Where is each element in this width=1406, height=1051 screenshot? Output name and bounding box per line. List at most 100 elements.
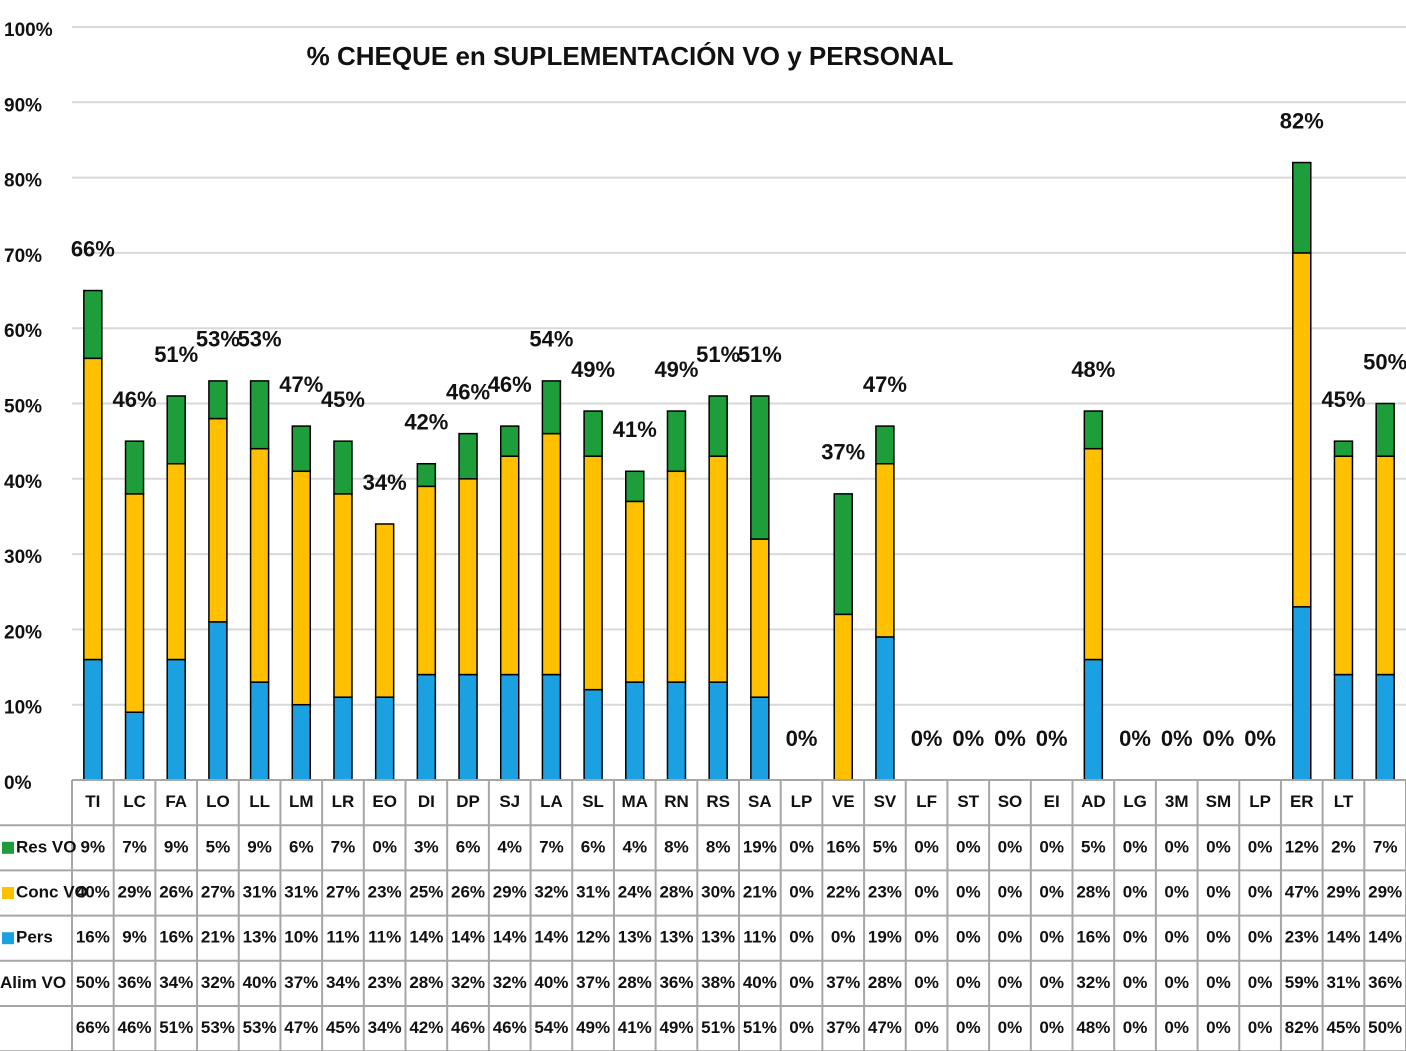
- bar-segment: [1333, 455, 1354, 676]
- table-cell: 32%: [201, 973, 235, 992]
- x-tick-label: SL: [582, 792, 604, 811]
- x-tick-label: 3M: [1165, 792, 1189, 811]
- bar-segment: [833, 493, 853, 616]
- bar-segment: [249, 380, 270, 450]
- table-cell: 0%: [998, 1018, 1023, 1037]
- x-tick-label: SV: [874, 792, 897, 811]
- table-cell: 40%: [76, 882, 110, 901]
- bar-segment: [166, 395, 186, 465]
- bar-segment: [333, 493, 353, 698]
- table-cell: 26%: [159, 882, 193, 901]
- table-cell: 7%: [539, 837, 564, 856]
- table-cell: 0%: [1206, 837, 1231, 856]
- table-cell: 31%: [576, 882, 610, 901]
- table-cell: 51%: [743, 1018, 777, 1037]
- y-tick-label: 90%: [4, 95, 42, 116]
- legend-key: [2, 887, 14, 899]
- bar-segment: [1292, 606, 1312, 781]
- x-tick-label: LM: [289, 792, 314, 811]
- y-tick-label: 100%: [4, 20, 53, 41]
- bar-segment: [1083, 447, 1104, 661]
- x-tick-label: SJ: [499, 792, 520, 811]
- total-label: 82%: [1280, 108, 1324, 133]
- total-label: 0%: [1119, 726, 1151, 751]
- y-tick-label: 50%: [4, 397, 42, 418]
- bar-segment: [416, 485, 437, 676]
- table-cell: 36%: [659, 973, 693, 992]
- table-cell: 0%: [789, 928, 814, 947]
- bar-segment: [666, 470, 687, 683]
- table-cell: 0%: [998, 837, 1023, 856]
- table-cell: 0%: [1039, 1018, 1064, 1037]
- table-cell: 46%: [493, 1018, 527, 1037]
- x-tick-label: LP: [1249, 792, 1271, 811]
- bar-segment: [750, 538, 770, 698]
- table-cell: 3%: [414, 837, 439, 856]
- table-cell: 0%: [914, 837, 939, 856]
- table-cell: 16%: [76, 928, 110, 947]
- total-label: 0%: [952, 726, 984, 751]
- table-cell: 28%: [868, 973, 902, 992]
- table-cell: 31%: [284, 882, 318, 901]
- y-tick-label: 80%: [4, 171, 42, 192]
- table-cell: 7%: [1373, 837, 1398, 856]
- bar-segment: [583, 410, 603, 457]
- total-label: 47%: [279, 372, 323, 397]
- table-cell: 13%: [659, 928, 693, 947]
- table-cell: 8%: [664, 837, 689, 856]
- table-cell: 42%: [409, 1018, 443, 1037]
- x-tick-label: SA: [748, 792, 772, 811]
- table-cell: 8%: [706, 837, 731, 856]
- table-cell: 11%: [326, 928, 359, 947]
- bar-segment: [208, 380, 228, 420]
- table-cell: 0%: [914, 1018, 939, 1037]
- bar-segment: [458, 478, 478, 676]
- bar-segment: [541, 432, 562, 676]
- x-tick-label: LG: [1123, 792, 1147, 811]
- table-cell: 29%: [493, 882, 527, 901]
- table-cell: 50%: [76, 973, 110, 992]
- x-tick-label: EO: [372, 792, 397, 811]
- bar-segment: [291, 470, 312, 706]
- table-cell: 49%: [576, 1018, 610, 1037]
- table-cell: 14%: [451, 928, 485, 947]
- table-cell: 14%: [409, 928, 443, 947]
- total-label: 45%: [321, 387, 365, 412]
- table-cell: 34%: [368, 1018, 402, 1037]
- total-label: 50%: [1363, 349, 1406, 374]
- bar-segment: [1292, 252, 1312, 608]
- x-tick-label: SO: [998, 792, 1023, 811]
- bar-segment: [499, 455, 520, 676]
- table-cell: 28%: [618, 973, 652, 992]
- total-label: 46%: [113, 387, 157, 412]
- bar-segment: [1083, 658, 1104, 781]
- table-cell: 54%: [534, 1018, 568, 1037]
- x-tick-label: TI: [85, 792, 100, 811]
- table-cell: 0%: [1248, 928, 1273, 947]
- bar-segment: [708, 681, 728, 781]
- bar-segment: [583, 455, 603, 691]
- bar-segment: [83, 658, 103, 781]
- table-cell: 37%: [284, 973, 318, 992]
- bar-segment: [124, 711, 145, 781]
- table-cell: 7%: [331, 837, 356, 856]
- table-cell: 0%: [1206, 973, 1231, 992]
- table-cell: 0%: [1123, 837, 1148, 856]
- table-cell: 50%: [1368, 1018, 1402, 1037]
- x-tick-label: VE: [832, 792, 855, 811]
- table-cell: 9%: [164, 837, 189, 856]
- table-cell: 46%: [118, 1018, 152, 1037]
- table-cell: 0%: [956, 837, 981, 856]
- total-label: 53%: [238, 327, 282, 352]
- x-tick-label: DI: [418, 792, 435, 811]
- total-label: 0%: [1161, 726, 1193, 751]
- legend-key: [2, 932, 14, 945]
- table-cell: 14%: [1368, 928, 1402, 947]
- table-cell: 12%: [1285, 837, 1319, 856]
- table-cell: 23%: [368, 882, 402, 901]
- table-cell: 53%: [243, 1018, 277, 1037]
- x-tick-label: LT: [1334, 792, 1354, 811]
- total-label: 45%: [1321, 387, 1365, 412]
- table-cell: 0%: [1248, 882, 1273, 901]
